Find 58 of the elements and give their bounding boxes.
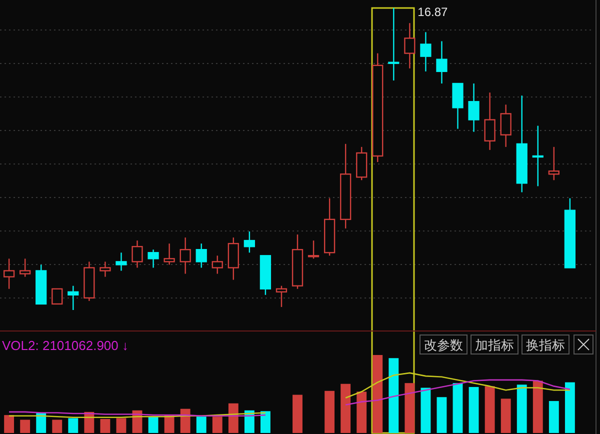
candlestick xyxy=(212,255,223,274)
text: 加指标 xyxy=(475,338,514,352)
bar xyxy=(196,416,206,433)
bar xyxy=(468,386,479,433)
candlestick xyxy=(276,285,288,308)
candlestick xyxy=(132,240,143,268)
candlestick xyxy=(68,285,79,311)
bar xyxy=(164,415,174,433)
bar xyxy=(388,358,399,433)
candlestick xyxy=(180,236,191,274)
bar xyxy=(340,384,351,433)
bar xyxy=(548,401,559,433)
annotation: 16.87 xyxy=(418,5,448,19)
bar xyxy=(484,386,495,433)
bar xyxy=(564,382,575,433)
bar xyxy=(420,388,431,433)
candlestick xyxy=(308,240,320,260)
candlestick xyxy=(148,249,159,268)
bar xyxy=(52,420,62,433)
candlestick xyxy=(116,252,127,272)
bar xyxy=(436,397,447,433)
bar xyxy=(20,420,30,433)
bar xyxy=(356,392,367,433)
bar xyxy=(68,418,78,433)
bar xyxy=(100,418,110,433)
candlestick xyxy=(404,22,416,69)
bar xyxy=(404,383,415,433)
candlestick xyxy=(100,261,111,278)
bar xyxy=(324,390,335,433)
bar xyxy=(516,384,527,433)
candlestick xyxy=(420,32,432,72)
candlestick xyxy=(388,7,400,82)
candlestick xyxy=(436,40,448,84)
candlestick xyxy=(484,92,496,151)
bar xyxy=(260,411,270,433)
candlestick xyxy=(20,258,31,278)
candlestick xyxy=(548,146,560,181)
text: 改参数 xyxy=(424,338,463,352)
chart-title: VOL2: 2101062.900 ↓ xyxy=(2,338,128,353)
bar xyxy=(4,415,14,433)
candlestick xyxy=(468,82,480,132)
bar xyxy=(148,416,158,433)
candlestick xyxy=(500,104,512,148)
candlestick xyxy=(52,288,63,305)
candlestick xyxy=(196,242,207,268)
bar xyxy=(228,403,238,433)
bar xyxy=(116,418,126,433)
candlestick xyxy=(3,258,15,290)
text: 换指标 xyxy=(526,338,565,352)
candlestick xyxy=(164,242,175,266)
candlestick xyxy=(532,125,544,187)
bar xyxy=(212,416,222,433)
bar xyxy=(372,355,383,433)
bar xyxy=(500,398,511,433)
bar xyxy=(452,383,463,433)
candlestick xyxy=(244,230,256,254)
bar xyxy=(532,380,543,433)
bar xyxy=(292,394,302,433)
